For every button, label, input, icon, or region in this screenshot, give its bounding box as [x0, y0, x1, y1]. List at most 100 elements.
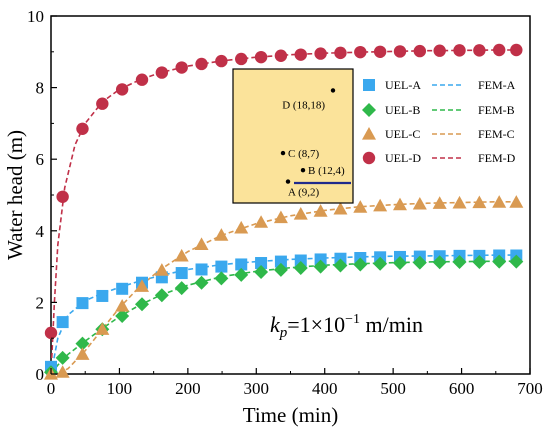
data-point-uel-c [492, 195, 507, 208]
data-point-uel-d [76, 122, 89, 135]
data-point-uel-c [452, 195, 467, 209]
data-point-uel-a [274, 255, 287, 268]
legend-label-fem-d: FEM-D [478, 151, 516, 165]
legend-marker-uel-c [362, 127, 376, 140]
data-point-uel-b [194, 275, 209, 290]
data-point-uel-d [274, 49, 288, 62]
data-point-uel-c [154, 263, 169, 276]
series-uel-c [44, 195, 524, 380]
data-point-uel-a [175, 267, 188, 280]
data-point-uel-d [453, 44, 466, 57]
x-tick-label: 300 [244, 379, 270, 398]
legend-label-uel-d: UEL-D [385, 151, 421, 165]
data-point-uel-b [472, 254, 487, 269]
legend-label-fem-c: FEM-C [478, 127, 515, 141]
data-point-uel-b [75, 336, 90, 351]
data-point-uel-d [334, 46, 347, 60]
data-point-uel-b [115, 309, 130, 324]
y-tick-label: 8 [36, 79, 45, 98]
data-point-uel-c [412, 196, 427, 210]
data-point-uel-c [75, 347, 90, 360]
data-point-uel-c [135, 279, 150, 292]
data-point-uel-d [393, 45, 407, 58]
data-point-uel-a [255, 257, 268, 270]
data-point-uel-a [76, 297, 89, 310]
data-point-uel-a [235, 258, 248, 271]
data-point-uel-a [96, 289, 109, 302]
data-point-uel-b [55, 350, 70, 365]
data-point-uel-b [412, 255, 427, 270]
data-point-uel-c [273, 210, 288, 224]
x-tick-label: 700 [517, 379, 543, 398]
data-point-uel-c [174, 248, 189, 262]
data-point-uel-a [195, 263, 208, 276]
data-point-uel-d [175, 61, 188, 74]
plot-area [44, 15, 531, 380]
data-point-uel-c [55, 365, 70, 378]
x-tick-label: 0 [47, 379, 56, 398]
data-point-uel-d [493, 43, 506, 57]
data-point-uel-b [293, 261, 308, 276]
y-axis-label: Water head (m) [3, 130, 27, 260]
x-tick-label: 500 [380, 379, 406, 398]
data-point-uel-b [492, 254, 507, 269]
data-point-uel-d [510, 43, 523, 57]
data-point-uel-c [214, 228, 229, 241]
annot-unit: m/min [360, 312, 423, 337]
legend: UEL-A UEL-B UEL-C UEL-D FEM-A FEM-B FEM-C FEM-D [362, 78, 516, 165]
inset-panel: D (18,18) C (8,7) B (12,4) A (9,2) [232, 68, 354, 204]
data-point-uel-c [313, 204, 328, 217]
data-point-uel-d [294, 48, 307, 61]
y-tick-label: 10 [27, 7, 44, 26]
y-tick-label: 2 [36, 293, 45, 312]
data-point-uel-b [174, 281, 189, 296]
data-point-uel-c [234, 220, 249, 234]
y-tick-label: 4 [36, 222, 45, 241]
data-point-uel-c [293, 206, 308, 220]
kp-annotation: kp=1×10−1 m/min [270, 312, 423, 341]
data-point-uel-b [214, 271, 229, 286]
annot-main: =1×10 [287, 312, 345, 337]
data-point-uel-a [56, 316, 69, 329]
data-point-uel-b [313, 259, 328, 274]
legend-marker-uel-a [363, 79, 375, 91]
data-point-uel-c [392, 197, 407, 211]
x-tick-label: 400 [312, 379, 338, 398]
data-point-uel-d [155, 66, 169, 79]
legend-marker-uel-b [362, 103, 376, 117]
inset-point-label: D (18,18) [282, 99, 325, 111]
data-point-uel-d [115, 83, 129, 96]
data-point-uel-a [294, 254, 307, 267]
legend-label-uel-b: UEL-B [385, 103, 420, 117]
data-point-uel-d [254, 50, 268, 64]
x-tick-label: 600 [449, 379, 475, 398]
annot-exp: −1 [345, 312, 360, 327]
data-point-uel-d [96, 97, 109, 110]
inset-point [280, 150, 286, 156]
data-point-uel-d [135, 73, 149, 86]
data-point-uel-a [215, 260, 228, 273]
data-point-uel-d [195, 57, 208, 71]
data-point-uel-c [509, 195, 524, 208]
data-point-uel-b [392, 256, 407, 271]
legend-label-fem-a: FEM-A [478, 78, 516, 92]
inset-point-label: C (8,7) [288, 148, 320, 160]
data-point-uel-b [254, 264, 269, 279]
inset-point [300, 168, 306, 173]
axes: 0 100 200 300 400 500 600 700 0 2 4 6 8 10 [27, 7, 543, 398]
data-point-uel-d [44, 326, 58, 340]
x-axis-label: Time (min) [243, 403, 338, 427]
data-point-uel-c [472, 195, 487, 209]
series-uel-b [44, 254, 524, 380]
data-point-uel-d [473, 44, 486, 57]
data-point-uel-b [373, 256, 388, 271]
data-point-uel-b [135, 297, 150, 312]
data-point-uel-d [215, 54, 228, 68]
data-point-uel-b [234, 267, 249, 282]
data-point-uel-b [509, 254, 524, 269]
data-point-uel-d [235, 52, 248, 66]
annot-sub: p [279, 325, 288, 341]
legend-marker-uel-d [362, 151, 376, 165]
series-markers [44, 43, 524, 380]
data-point-uel-c [432, 196, 447, 209]
